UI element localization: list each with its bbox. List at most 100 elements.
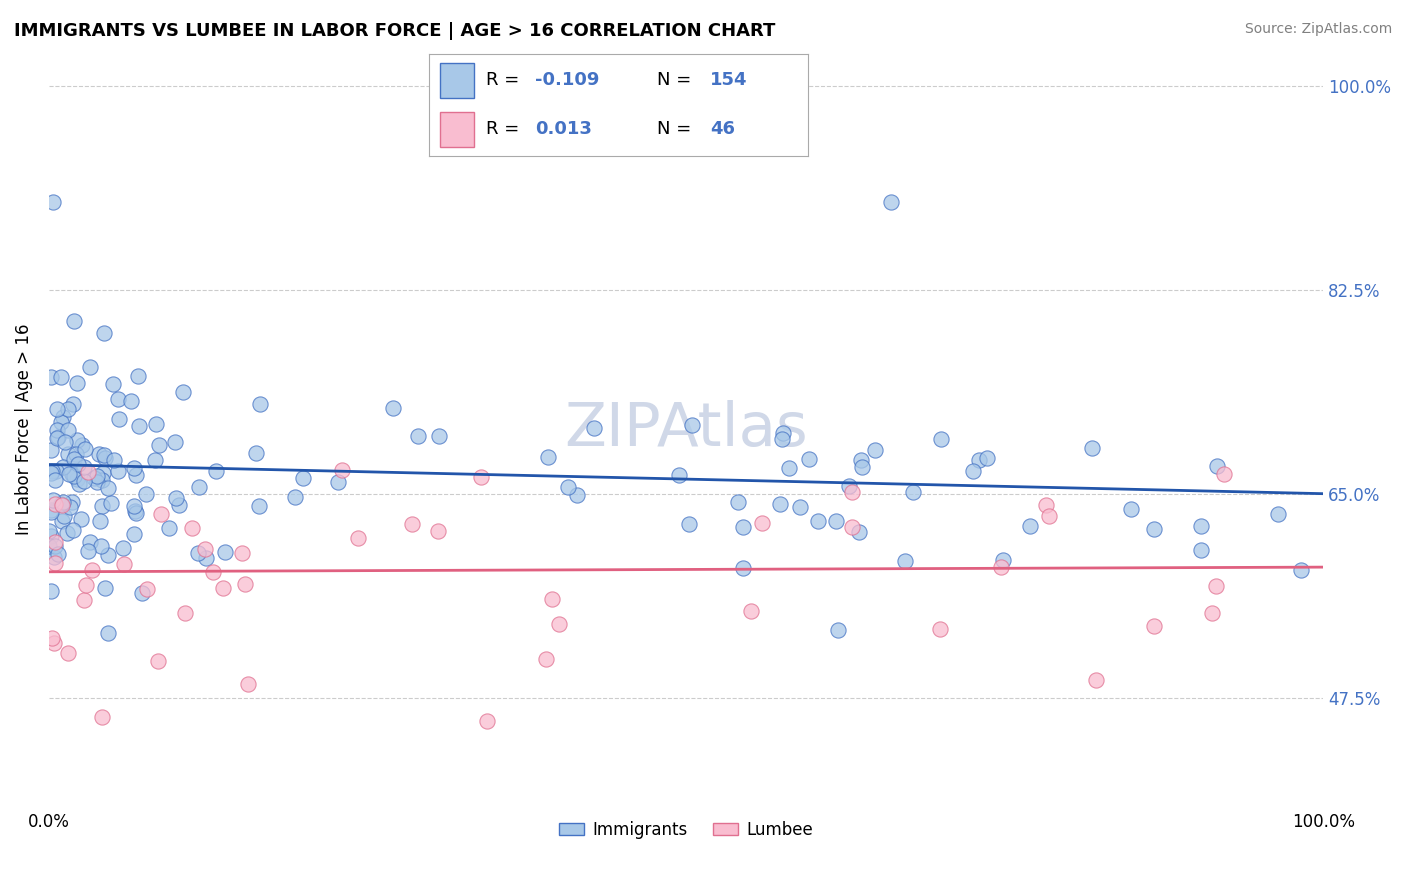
Point [548, 617, 571, 632]
Point [245, 446, 267, 460]
Point [69, 476, 91, 491]
Point [80, 563, 103, 577]
Point [63, 469, 86, 483]
Point [91, 709, 114, 723]
Point [41, 632, 63, 646]
Point [39, 583, 62, 598]
Point [990, 559, 1012, 574]
Point [66, 376, 89, 390]
Point [751, 516, 773, 531]
Point [79, 534, 101, 549]
Point [1121, 501, 1143, 516]
Point [44, 556, 66, 570]
Point [112, 557, 135, 571]
Point [1143, 522, 1166, 536]
Point [894, 554, 917, 568]
Point [382, 401, 405, 415]
Point [94, 450, 117, 465]
Point [778, 461, 800, 475]
Point [235, 576, 257, 591]
Point [52, 494, 75, 508]
Text: 154: 154 [710, 71, 747, 89]
Point [122, 527, 145, 541]
Point [49, 498, 72, 512]
Point [122, 461, 145, 475]
Point [150, 508, 173, 522]
Point [582, 421, 605, 435]
Point [44, 534, 66, 549]
Point [89, 514, 111, 528]
Point [1267, 507, 1289, 521]
Point [44, 473, 66, 487]
Point [72, 459, 94, 474]
Point [827, 623, 849, 637]
Point [65, 447, 87, 461]
Point [62, 523, 84, 537]
Point [93, 326, 115, 340]
Point [851, 459, 873, 474]
Point [75, 578, 97, 592]
Point [45, 423, 67, 437]
Point [49, 415, 72, 429]
Point [537, 450, 560, 464]
Point [56, 402, 79, 417]
Point [1205, 459, 1227, 474]
Text: R =: R = [486, 120, 519, 138]
Point [1035, 498, 1057, 512]
Point [66, 433, 89, 447]
Point [146, 654, 169, 668]
Point [60, 495, 83, 509]
Point [678, 517, 700, 532]
Point [880, 195, 903, 210]
Point [48, 430, 70, 444]
Point [195, 550, 218, 565]
Point [731, 519, 754, 533]
Point [52, 409, 75, 424]
Point [42, 195, 65, 210]
Point [172, 384, 194, 399]
Point [1142, 619, 1164, 633]
Point [157, 521, 180, 535]
Text: R =: R = [486, 71, 519, 89]
Point [72, 438, 94, 452]
Point [991, 553, 1014, 567]
Point [330, 463, 353, 477]
Point [93, 449, 115, 463]
Point [135, 487, 157, 501]
Point [120, 394, 142, 409]
Point [39, 442, 62, 457]
Point [903, 484, 925, 499]
Point [73, 592, 96, 607]
Point [205, 464, 228, 478]
Point [112, 541, 135, 556]
Point [167, 498, 190, 512]
Point [1289, 563, 1312, 577]
Point [91, 466, 114, 480]
Point [541, 592, 564, 607]
Point [124, 503, 146, 517]
Point [49, 370, 72, 384]
Point [62, 396, 84, 410]
Point [59, 500, 82, 514]
Point [772, 425, 794, 440]
Point [56, 526, 79, 541]
Point [668, 467, 690, 482]
Point [188, 480, 211, 494]
Point [72, 475, 94, 489]
Point [406, 429, 429, 443]
Point [103, 453, 125, 467]
Point [56, 447, 79, 461]
Point [247, 500, 270, 514]
Point [962, 464, 984, 478]
Point [58, 423, 80, 437]
Point [96, 548, 118, 562]
Point [53, 435, 76, 450]
Point [63, 314, 86, 328]
Point [929, 622, 952, 636]
Point [174, 607, 197, 621]
Point [97, 626, 120, 640]
Point [165, 434, 187, 449]
Text: -0.109: -0.109 [536, 71, 599, 89]
Point [567, 488, 589, 502]
Point [41, 503, 63, 517]
